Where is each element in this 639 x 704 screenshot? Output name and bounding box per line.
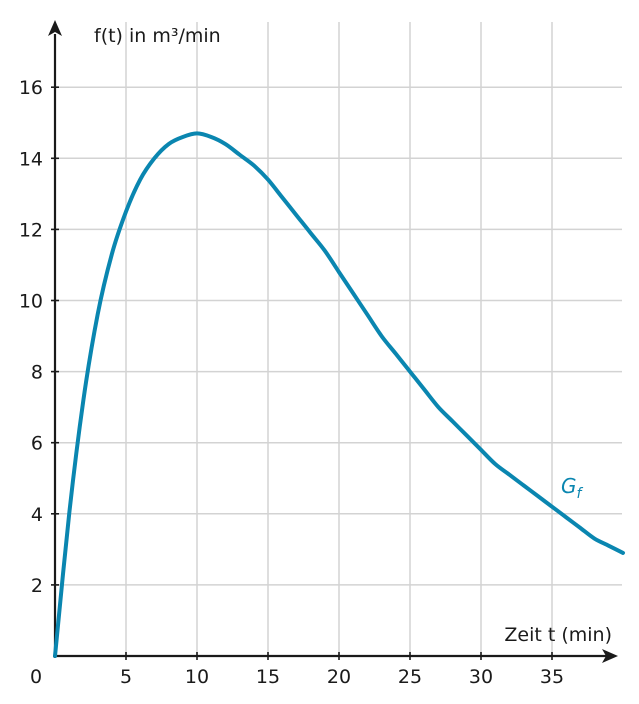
- y-tick-label-12: 12: [19, 219, 43, 241]
- x-tick-label-10: 10: [185, 666, 209, 688]
- y-tick-label-16: 16: [19, 77, 43, 99]
- x-tick-label-15: 15: [256, 666, 280, 688]
- axes: [48, 20, 618, 663]
- series-label: Gf: [561, 474, 584, 502]
- y-tick-label-2: 2: [31, 575, 43, 597]
- series-line-gf: [53, 131, 625, 658]
- x-axis-label: Zeit t (min): [504, 624, 612, 646]
- y-axis-label: f(t) in m³/min: [94, 25, 221, 47]
- y-tick-label-4: 4: [31, 504, 43, 526]
- series-label-subscript: f: [577, 486, 584, 502]
- y-tick-label-8: 8: [31, 362, 43, 384]
- y-tick-label-14: 14: [19, 148, 43, 170]
- y-tick-label-10: 10: [19, 291, 43, 313]
- x-tick-label-35: 35: [540, 666, 564, 688]
- ticks: 5 10 15 20 25 30 35 2 4 6 8 10 12 14 16: [19, 77, 564, 688]
- x-tick-label-30: 30: [469, 666, 493, 688]
- x-tick-label-20: 20: [327, 666, 351, 688]
- x-tick-label-5: 5: [120, 666, 132, 688]
- origin-label: 0: [30, 666, 42, 688]
- x-tick-label-25: 25: [398, 666, 422, 688]
- x-axis-arrow: [602, 649, 618, 663]
- grid: [55, 22, 622, 656]
- series-label-name: G: [561, 474, 577, 498]
- y-tick-label-6: 6: [31, 433, 43, 455]
- y-axis-arrow: [48, 20, 62, 36]
